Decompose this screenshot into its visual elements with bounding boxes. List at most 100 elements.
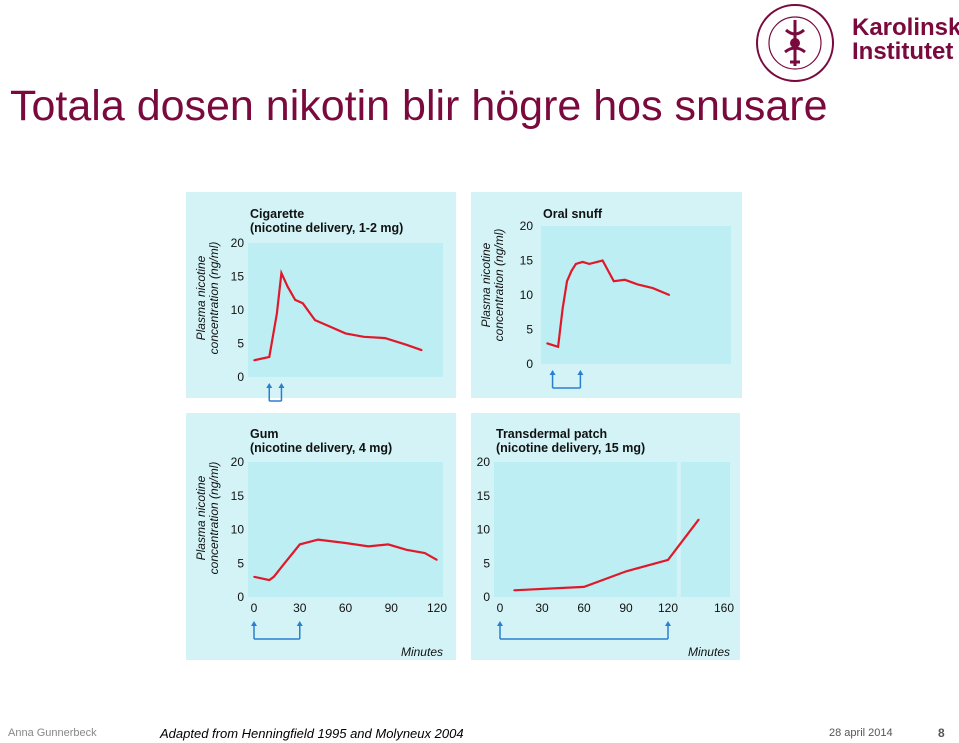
y-tick-label: 0 (483, 590, 490, 604)
footer-author: Anna Gunnerbeck (8, 727, 97, 739)
y-axis-label: Plasma nicotine (194, 255, 208, 340)
y-tick-label: 20 (231, 455, 245, 469)
chart-subtitle: (nicotine delivery, 4 mg) (250, 441, 392, 455)
data-series-line (253, 269, 423, 362)
data-point (668, 294, 671, 296)
y-tick-label: 20 (231, 236, 245, 250)
chart-panel-1: Oral snuff Plasma nicotine concentration (… (471, 192, 742, 398)
data-point (302, 302, 304, 305)
logo-wordmark: Karolinska Institutet (852, 16, 959, 64)
data-point (588, 263, 591, 265)
data-point (575, 263, 577, 265)
x-tick-label: 90 (619, 601, 633, 615)
data-point (424, 552, 426, 554)
karolinska-seal-icon (756, 4, 834, 82)
data-point (561, 308, 564, 310)
logo-line-2: Institutet (852, 38, 954, 65)
dose-arrow-icon (251, 621, 257, 626)
data-point (253, 359, 255, 362)
y-axis-label: concentration (ng/ml) (492, 229, 506, 342)
y-tick-label: 10 (231, 303, 245, 317)
x-tick-label: 120 (427, 601, 447, 615)
axis-break (676, 462, 681, 597)
karolinska-logo (756, 4, 834, 82)
y-tick-label: 20 (477, 455, 491, 469)
y-axis-label: concentration (ng/ml) (207, 242, 221, 355)
x-tick-label: 60 (339, 601, 353, 615)
y-tick-label: 0 (526, 357, 533, 371)
y-tick-label: 15 (231, 489, 245, 503)
data-point (637, 283, 640, 286)
data-point (363, 336, 365, 338)
data-point (384, 337, 386, 339)
data-point (268, 356, 271, 358)
plot-area (541, 226, 731, 364)
data-point (286, 285, 289, 288)
data-point (420, 349, 423, 352)
data-point (344, 332, 347, 335)
y-tick-label: 0 (237, 370, 244, 384)
logo-line-1: Karolinska (852, 14, 959, 41)
data-series-line (253, 538, 438, 582)
dose-arrow-icon (296, 621, 303, 626)
data-point (314, 319, 316, 321)
data-point (298, 543, 301, 546)
data-point (581, 261, 584, 263)
data-point (612, 280, 615, 283)
slide-title: Totala dosen nikotin blir högre hos snus… (10, 82, 828, 130)
y-axis-label: Plasma nicotine (479, 242, 493, 327)
data-point (344, 542, 347, 544)
chart-title: Gum (250, 427, 278, 441)
data-point (405, 344, 408, 346)
data-point (583, 586, 585, 588)
data-series-line (546, 259, 670, 349)
y-tick-label: 15 (477, 489, 491, 503)
data-point (436, 559, 438, 561)
x-tick-label: 30 (293, 601, 307, 615)
chart-panel-0: Cigarette(nicotine delivery, 1-2 mg) Plas… (186, 192, 456, 402)
data-point (546, 342, 548, 345)
x-tick-label: 120 (658, 601, 678, 615)
chart-panel-2: Gum(nicotine delivery, 4 mg) Plasma nicot… (186, 413, 456, 660)
y-tick-label: 5 (526, 323, 533, 337)
data-point (273, 575, 275, 578)
data-point (283, 562, 286, 565)
dose-arrow-icon (577, 370, 584, 375)
chart-subtitle: (nicotine delivery, 1-2 mg) (250, 221, 403, 235)
data-point (625, 570, 627, 573)
y-tick-label: 5 (237, 337, 244, 351)
chart-title: Transdermal patch (496, 427, 607, 441)
footer-caption: Adapted from Henningfield 1995 and Molyn… (160, 726, 464, 741)
y-axis-label: Plasma nicotine (194, 475, 208, 560)
data-point (624, 279, 626, 281)
x-tick-label: 0 (251, 601, 258, 615)
data-point (513, 589, 515, 592)
y-tick-label: 10 (520, 288, 534, 302)
plot-area (248, 462, 443, 597)
y-tick-label: 5 (237, 556, 244, 570)
data-point (329, 325, 332, 328)
footer-date: 28 april 2014 (829, 727, 893, 739)
x-axis-label: Minutes (401, 645, 443, 659)
chart-title: Oral snuff (543, 207, 603, 221)
chart-panel-3: Transdermal patch(nicotine delivery, 15 … (471, 413, 740, 660)
data-point (280, 272, 283, 274)
data-point (405, 548, 408, 551)
plot-area (248, 243, 443, 377)
x-tick-label: 160 (714, 601, 734, 615)
data-point (317, 538, 319, 541)
data-point (253, 575, 255, 578)
y-tick-label: 10 (231, 523, 245, 537)
dose-arrow-icon (266, 383, 273, 388)
y-axis-label: concentration (ng/ml) (207, 462, 221, 575)
data-point (651, 287, 654, 289)
y-tick-label: 15 (231, 270, 245, 284)
x-tick-label: 0 (497, 601, 504, 615)
x-tick-label: 60 (577, 601, 591, 615)
y-tick-label: 20 (520, 219, 534, 233)
data-point (698, 518, 700, 521)
data-point (601, 259, 604, 262)
data-point (268, 579, 271, 581)
y-tick-label: 10 (477, 523, 491, 537)
